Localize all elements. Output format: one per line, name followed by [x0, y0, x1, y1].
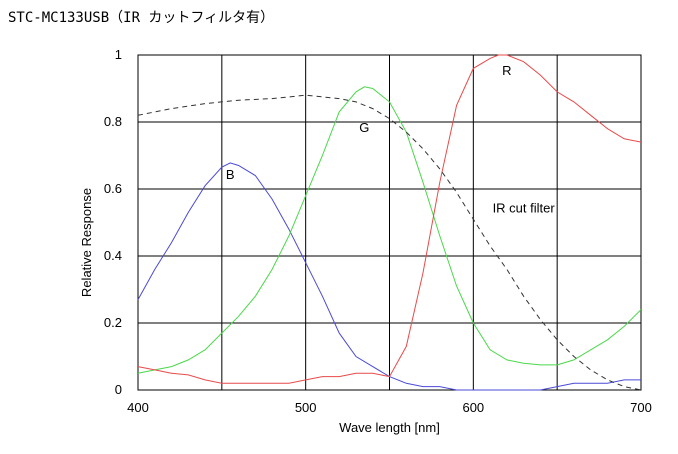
y-tick-label: 0.6: [104, 181, 122, 196]
y-tick-label: 1: [115, 47, 122, 62]
series-label-b: B: [226, 167, 235, 182]
series-line-r: [137, 54, 642, 384]
x-axis-label: Wave length [nm]: [339, 420, 440, 435]
x-tick-label: 700: [630, 400, 652, 415]
x-tick-labels: 400 500 600 700: [127, 400, 652, 415]
chart-title: STC-MC133USB（IR カットフィルタ有）: [8, 10, 275, 26]
y-tick-labels: 0 0.2 0.4 0.6 0.8 1: [104, 47, 122, 397]
series-line-g: [137, 86, 642, 374]
x-tick-label: 400: [127, 400, 149, 415]
series-line-ir-cut-filter: [137, 94, 642, 391]
series-label-r: R: [502, 63, 511, 78]
series-labels: B G R IR cut filter: [226, 63, 555, 215]
plot-frame: [137, 54, 642, 391]
y-tick-label: 0.4: [104, 248, 122, 263]
x-tick-label: 500: [295, 400, 317, 415]
series-line-b: [137, 162, 641, 391]
x-tick-label: 600: [462, 400, 484, 415]
series-label-g: G: [359, 120, 369, 135]
series-label-ir-cut-filter: IR cut filter: [493, 200, 556, 215]
y-tick-label: 0: [115, 382, 122, 397]
y-axis-label: Relative Response: [79, 188, 94, 297]
y-tick-label: 0.8: [104, 114, 122, 129]
series-lines: [137, 54, 642, 391]
grid: [137, 54, 642, 391]
y-tick-label: 0.2: [104, 315, 122, 330]
